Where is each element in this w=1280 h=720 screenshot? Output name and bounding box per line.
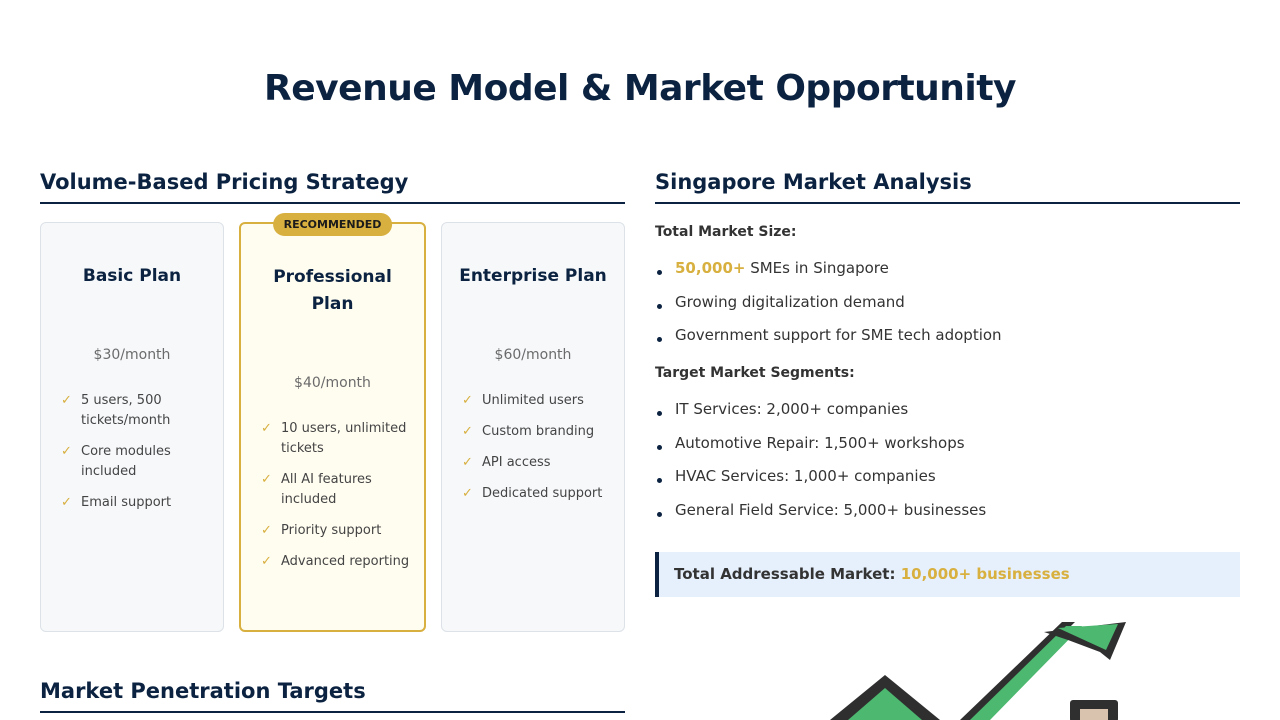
check-icon: ✓ bbox=[462, 486, 473, 501]
pricing-section-title: Volume-Based Pricing Strategy bbox=[40, 170, 625, 204]
check-icon: ✓ bbox=[261, 554, 272, 569]
list-item: HVAC Services: 1,000+ companies bbox=[655, 466, 1240, 486]
check-icon: ✓ bbox=[462, 424, 473, 439]
growth-chart-icon bbox=[830, 622, 1126, 720]
segments-heading: Target Market Segments: bbox=[655, 365, 855, 381]
feature-item: ✓ Custom branding bbox=[462, 422, 610, 442]
plan-card-basic[interactable]: Basic Plan $30/month ✓ 5 users, 500 ticke… bbox=[40, 222, 224, 632]
check-icon: ✓ bbox=[61, 444, 72, 459]
feature-item: ✓ All AI features included bbox=[261, 472, 372, 507]
tam-label: Total Addressable Market: bbox=[674, 565, 901, 583]
plan-name: Enterprise Plan bbox=[459, 266, 607, 286]
check-icon: ✓ bbox=[261, 472, 272, 487]
page-title: Revenue Model & Market Opportunity bbox=[264, 68, 1016, 109]
feature-item: ✓ Email support bbox=[61, 493, 209, 513]
plan-price: $30/month bbox=[93, 347, 171, 363]
tam-value: 10,000+ businesses bbox=[900, 565, 1070, 583]
market-size-list: 50,000+ SMEs in Singapore Growing digita… bbox=[655, 258, 1240, 345]
feature-item: ✓ Advanced reporting bbox=[261, 552, 410, 572]
feature-list: ✓ 10 users, unlimited tickets ✓ All AI fea… bbox=[261, 419, 410, 572]
feature-item: ✓ Core modules included bbox=[61, 444, 171, 479]
check-icon: ✓ bbox=[261, 523, 272, 538]
list-item: IT Services: 2,000+ companies bbox=[655, 399, 1240, 419]
list-item: 50,000+ SMEs in Singapore bbox=[655, 258, 1240, 278]
check-icon: ✓ bbox=[462, 455, 473, 470]
feature-item: ✓ 10 users, unlimited tickets bbox=[261, 421, 407, 456]
plan-price: $40/month bbox=[294, 375, 371, 391]
total-addressable-market: Total Addressable Market: 10,000+ busine… bbox=[655, 552, 1240, 597]
check-icon: ✓ bbox=[61, 393, 72, 408]
list-item: Growing digitalization demand bbox=[655, 292, 1240, 312]
feature-item: ✓ API access bbox=[462, 453, 610, 473]
market-section-title: Singapore Market Analysis bbox=[655, 170, 1240, 204]
plan-card-enterprise[interactable]: Enterprise Plan $60/month ✓ Unlimited use… bbox=[441, 222, 625, 632]
feature-list: ✓ 5 users, 500 tickets/month ✓ Core module… bbox=[61, 391, 209, 513]
feature-item: ✓ Unlimited users bbox=[462, 391, 610, 411]
plan-price: $60/month bbox=[494, 347, 572, 363]
segments-list: IT Services: 2,000+ companies Automotive… bbox=[655, 399, 1240, 520]
market-analysis: Total Market Size: 50,000+ SMEs in Singa… bbox=[655, 224, 1240, 540]
plan-card-professional[interactable]: RECOMMENDED Professional Plan $40/month … bbox=[239, 213, 426, 632]
check-icon: ✓ bbox=[462, 393, 473, 408]
check-icon: ✓ bbox=[61, 495, 72, 510]
penetration-section-title: Market Penetration Targets bbox=[40, 679, 625, 713]
feature-item: ✓ Dedicated support bbox=[462, 484, 610, 504]
plan-name: Professional Plan bbox=[273, 267, 392, 314]
market-size-heading: Total Market Size: bbox=[655, 224, 797, 240]
feature-item: ✓ 5 users, 500 tickets/month bbox=[61, 393, 171, 428]
recommended-badge: RECOMMENDED bbox=[272, 213, 393, 236]
list-item: General Field Service: 5,000+ businesses bbox=[655, 500, 1240, 520]
list-item: Automotive Repair: 1,500+ workshops bbox=[655, 433, 1240, 453]
plan-name: Basic Plan bbox=[82, 266, 182, 286]
highlight-value: 50,000+ bbox=[675, 259, 746, 277]
check-icon: ✓ bbox=[261, 421, 272, 436]
feature-list: ✓ Unlimited users ✓ Custom branding ✓ API a… bbox=[462, 391, 610, 504]
list-item: Government support for SME tech adoption bbox=[655, 325, 1240, 345]
feature-item: ✓ Priority support bbox=[261, 521, 410, 541]
